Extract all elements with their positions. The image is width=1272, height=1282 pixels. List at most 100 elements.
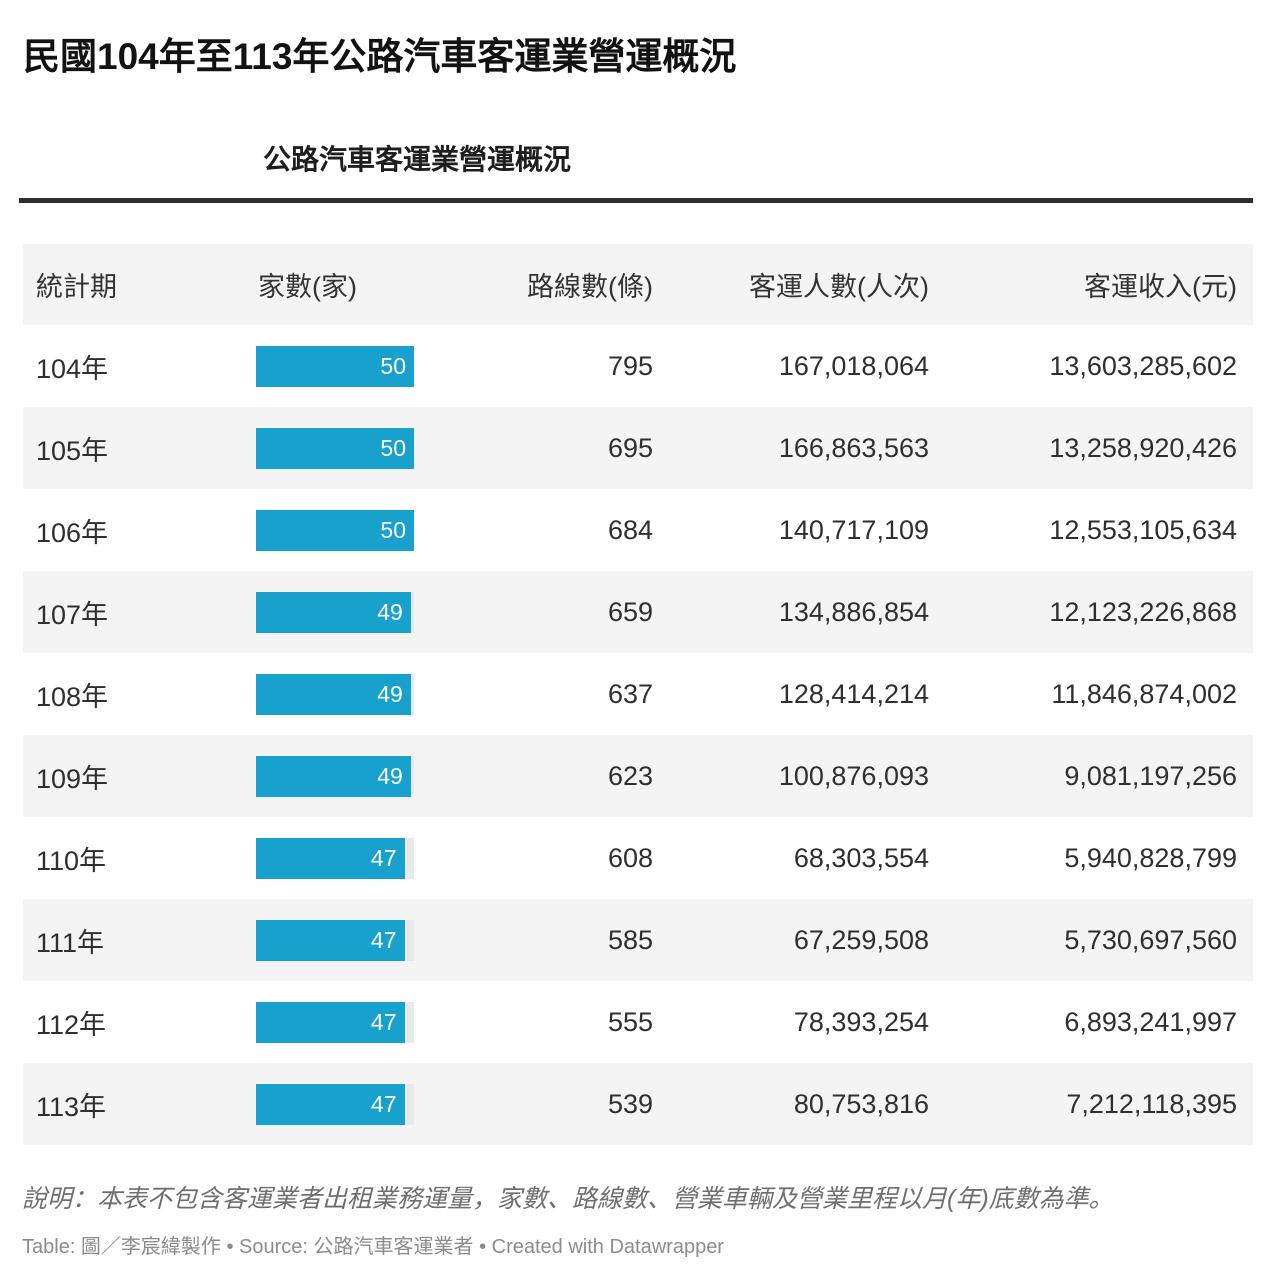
cell-revenue: 13,603,285,602: [1049, 350, 1237, 381]
cell-companies: 49: [255, 591, 445, 633]
cell-period: 109年: [36, 763, 109, 794]
cell-revenue: 12,553,105,634: [1049, 514, 1237, 545]
cell-routes: 539: [607, 1088, 653, 1119]
cell-passengers: 134,886,854: [778, 596, 929, 627]
table-body: 104年 50 795 167,018,064 13,603,285,602 1…: [23, 325, 1253, 1145]
cell-companies: 47: [255, 837, 445, 879]
table-row: 110年 47 608 68,303,554 5,940,828,799: [23, 817, 1253, 899]
cell-revenue: 13,258,920,426: [1049, 432, 1237, 463]
companies-bar: 49: [256, 673, 411, 715]
cell-passengers: 68,303,554: [793, 842, 929, 873]
cell-period: 111年: [36, 927, 105, 958]
cell-period: 104年: [36, 353, 109, 384]
companies-value: 49: [377, 598, 403, 625]
cell-companies: 50: [255, 345, 445, 387]
table-row: 111年 47 585 67,259,508 5,730,697,560: [23, 899, 1253, 981]
cell-routes: 555: [607, 1006, 653, 1037]
cell-companies: 50: [255, 427, 445, 469]
cell-companies: 47: [255, 1083, 445, 1125]
table-row: 108年 49 637 128,414,214 11,846,874,002: [23, 653, 1253, 735]
companies-bar: 50: [256, 345, 414, 387]
page-title: 民國104年至113年公路汽車客運業營運概況: [23, 36, 737, 77]
table-subtitle: 公路汽車客運業營運概況: [263, 144, 572, 175]
companies-bar: 50: [256, 509, 414, 551]
column-header-companies: 家數(家): [258, 272, 357, 302]
companies-bar-track: 47: [256, 1083, 414, 1125]
companies-value: 47: [370, 926, 397, 953]
cell-companies: 49: [255, 673, 445, 715]
cell-companies: 47: [255, 1001, 445, 1043]
companies-value: 49: [377, 762, 403, 789]
companies-bar-track: 49: [256, 591, 414, 633]
companies-value: 50: [380, 516, 406, 543]
cell-revenue: 6,893,241,997: [1064, 1006, 1237, 1037]
cell-routes: 608: [607, 842, 653, 873]
companies-value: 49: [377, 680, 403, 707]
companies-bar-track: 49: [256, 673, 414, 715]
cell-companies: 47: [255, 919, 445, 961]
cell-revenue: 5,940,828,799: [1064, 842, 1237, 873]
companies-bar-track: 47: [256, 919, 414, 961]
companies-bar: 49: [256, 755, 411, 797]
table-row: 112年 47 555 78,393,254 6,893,241,997: [23, 981, 1253, 1063]
cell-period: 105年: [36, 435, 109, 466]
cell-passengers: 140,717,109: [778, 514, 929, 545]
statistics-table: 統計期 家數(家) 路線數(條) 客運人數(人次) 客運收入(元) 104年 5…: [23, 244, 1253, 1145]
companies-bar: 47: [256, 837, 405, 879]
table-caption: Table: 圖／李宸緯製作 • Source: 公路汽車客運業者 • Crea…: [22, 1236, 724, 1258]
companies-bar: 47: [256, 1083, 405, 1125]
cell-period: 108年: [36, 681, 109, 712]
cell-routes: 695: [607, 432, 653, 463]
companies-bar: 47: [256, 919, 405, 961]
cell-passengers: 67,259,508: [793, 924, 929, 955]
header-divider: [19, 198, 1253, 203]
table-row: 113年 47 539 80,753,816 7,212,118,395: [23, 1063, 1253, 1145]
table-row: 106年 50 684 140,717,109 12,553,105,634: [23, 489, 1253, 571]
cell-routes: 659: [607, 596, 653, 627]
cell-period: 113年: [36, 1091, 107, 1122]
cell-companies: 49: [255, 755, 445, 797]
cell-revenue: 12,123,226,868: [1049, 596, 1237, 627]
cell-passengers: 78,393,254: [793, 1006, 929, 1037]
column-header-routes: 路線數(條): [527, 272, 653, 302]
cell-passengers: 167,018,064: [778, 350, 929, 381]
companies-bar: 49: [256, 591, 411, 633]
companies-bar-track: 47: [256, 837, 414, 879]
companies-bar-track: 50: [256, 509, 414, 551]
cell-routes: 585: [607, 924, 653, 955]
column-header-period: 統計期: [36, 272, 117, 302]
cell-period: 107年: [36, 599, 109, 630]
table-row: 105年 50 695 166,863,563 13,258,920,426: [23, 407, 1253, 489]
cell-passengers: 80,753,816: [793, 1088, 929, 1119]
cell-passengers: 166,863,563: [778, 432, 929, 463]
cell-routes: 795: [607, 350, 653, 381]
companies-value: 50: [380, 434, 406, 461]
companies-value: 50: [380, 352, 406, 379]
column-header-passengers: 客運人數(人次): [749, 272, 929, 302]
companies-bar-track: 49: [256, 755, 414, 797]
cell-companies: 50: [255, 509, 445, 551]
table-header-row: 統計期 家數(家) 路線數(條) 客運人數(人次) 客運收入(元): [23, 244, 1253, 325]
cell-period: 112年: [36, 1009, 107, 1040]
cell-passengers: 100,876,093: [778, 760, 929, 791]
cell-period: 106年: [36, 517, 109, 548]
companies-value: 47: [370, 1090, 397, 1117]
table-row: 107年 49 659 134,886,854 12,123,226,868: [23, 571, 1253, 653]
table-note: 說明：本表不包含客運業者出租業務運量，家數、路線數、營業車輛及營業里程以月(年)…: [22, 1185, 1114, 1213]
cell-revenue: 5,730,697,560: [1064, 924, 1237, 955]
companies-value: 47: [370, 844, 397, 871]
companies-bar-track: 47: [256, 1001, 414, 1043]
table-row: 109年 49 623 100,876,093 9,081,197,256: [23, 735, 1253, 817]
column-header-revenue: 客運收入(元): [1084, 272, 1237, 302]
cell-routes: 684: [607, 514, 653, 545]
cell-revenue: 7,212,118,395: [1066, 1088, 1237, 1119]
companies-value: 47: [370, 1008, 397, 1035]
companies-bar: 50: [256, 427, 414, 469]
table-row: 104年 50 795 167,018,064 13,603,285,602: [23, 325, 1253, 407]
companies-bar-track: 50: [256, 427, 414, 469]
cell-revenue: 11,846,874,002: [1051, 678, 1237, 709]
cell-period: 110年: [36, 845, 107, 876]
cell-routes: 623: [607, 760, 653, 791]
companies-bar: 47: [256, 1001, 405, 1043]
